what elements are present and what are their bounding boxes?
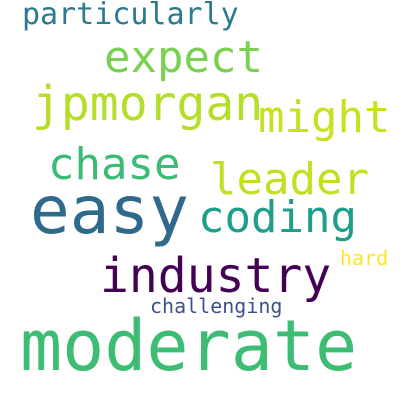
word-challenging: challenging — [150, 294, 283, 318]
word-jpmorgan: jpmorgan — [32, 76, 264, 132]
word-leader: leader — [210, 154, 369, 205]
word-expect: expect — [104, 32, 263, 83]
word-might: might — [258, 92, 391, 143]
word-easy: easy — [30, 172, 189, 249]
word-coding: coding — [198, 192, 357, 243]
word-chase: chase — [48, 139, 181, 190]
word-hard: hard — [340, 246, 389, 270]
word-particularly: particularly — [22, 0, 239, 32]
word-industry: industry — [100, 248, 332, 304]
word-moderate: moderate — [20, 305, 358, 387]
